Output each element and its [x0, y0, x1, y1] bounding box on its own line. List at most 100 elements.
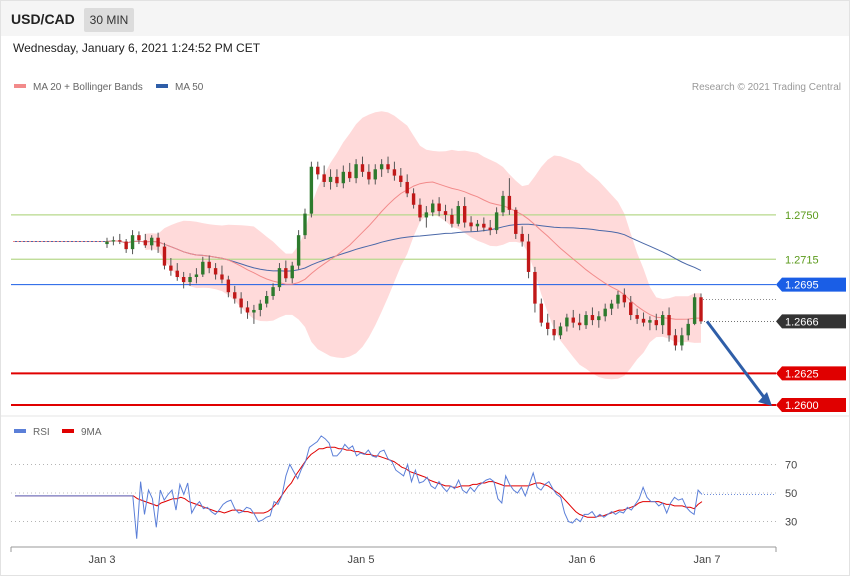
candle-body: [622, 294, 627, 303]
candle-body: [660, 315, 665, 326]
candle-body: [335, 176, 339, 184]
candle-body: [220, 274, 224, 280]
candle-body: [316, 166, 320, 175]
candle-body: [699, 297, 703, 322]
candle-body: [392, 169, 397, 176]
candle-body: [201, 261, 205, 275]
candle-body: [379, 164, 384, 170]
support-label: 1.2625: [785, 368, 819, 380]
candle-body: [264, 296, 269, 304]
candle-body: [571, 317, 575, 323]
candle-body: [501, 195, 505, 213]
pivot-tag: [776, 277, 846, 292]
forecast-arrow-head: [758, 392, 772, 406]
candle-body: [143, 240, 148, 246]
candle-body: [577, 322, 582, 326]
candle-body: [284, 268, 288, 279]
candle-body: [258, 303, 262, 310]
candle-body: [584, 315, 588, 326]
candle-body: [424, 212, 429, 218]
ma50-legend-swatch: [156, 84, 168, 88]
candle-body: [386, 164, 390, 170]
candle-body: [348, 171, 352, 179]
candle-body: [686, 323, 690, 336]
candle-body: [443, 211, 448, 215]
candle-body: [411, 193, 416, 205]
candle-body: [597, 316, 601, 321]
candle-body: [539, 303, 544, 323]
candle-body: [175, 270, 179, 278]
candle-body: [188, 277, 192, 283]
candle-body: [680, 335, 684, 346]
rsi-legend-label: RSI: [33, 427, 50, 438]
candle-body: [558, 326, 563, 336]
candle-body: [194, 274, 199, 278]
candle-body: [226, 279, 231, 293]
pivot-label: 1.2695: [785, 280, 819, 292]
candle-body: [565, 317, 569, 327]
resistance-label: 1.2750: [785, 210, 819, 222]
candle-body: [271, 287, 275, 297]
candle-body: [462, 206, 467, 223]
candle-body: [456, 206, 460, 224]
bollinger-band: [145, 111, 702, 380]
ma20-legend-label: MA 20 + Bollinger Bands: [33, 82, 143, 93]
candle-body: [207, 261, 211, 269]
rsi-tick-label: 70: [785, 459, 797, 471]
candle-body: [111, 240, 116, 242]
candle-body: [603, 308, 607, 317]
timeframe-button[interactable]: 30 MIN: [84, 8, 134, 32]
candle-body: [213, 268, 218, 275]
candle-body: [137, 235, 141, 241]
report-datetime: Wednesday, January 6, 2021 1:24:52 PM CE…: [13, 41, 261, 55]
support-label: 1.2600: [785, 400, 819, 412]
candle-body: [469, 222, 473, 227]
candle-body: [296, 235, 301, 266]
candle-body: [526, 241, 531, 272]
rsi-tick-label: 50: [785, 488, 797, 500]
candle-body: [124, 241, 128, 250]
resistance-label: 1.2715: [785, 254, 819, 266]
x-tick-label: Jan 3: [89, 554, 116, 566]
legend: MA 20 + Bollinger Bands MA 50 Research ©…: [14, 82, 841, 438]
last-price-label: 1.2666: [785, 316, 819, 328]
instrument-title: USD/CAD: [11, 11, 75, 27]
candle-body: [629, 302, 633, 316]
candle-body: [322, 174, 326, 182]
candle-body: [303, 213, 307, 236]
ma9-legend-swatch: [62, 429, 74, 433]
candle-body: [673, 335, 678, 346]
candle-body: [405, 181, 409, 194]
chart-header: USD/CAD 30 MIN: [1, 1, 849, 36]
candle-body: [367, 171, 371, 180]
candle-body: [533, 271, 537, 304]
candle-body: [181, 277, 186, 283]
candle-body: [514, 209, 518, 234]
x-tick-label: Jan 6: [569, 554, 596, 566]
candle-body: [635, 315, 639, 319]
ma20-line: [106, 181, 701, 320]
candle-body: [156, 237, 160, 247]
candle-body: [277, 268, 282, 288]
candle-body: [488, 227, 492, 231]
ma50-legend-label: MA 50: [175, 82, 204, 93]
candle-body: [667, 315, 671, 336]
research-credit: Research © 2021 Trading Central: [692, 82, 841, 93]
candle-body: [654, 320, 658, 326]
candle-body: [546, 322, 550, 329]
candle-body: [507, 195, 512, 210]
candle-body: [648, 320, 652, 323]
rsi-tick-label: 30: [785, 517, 797, 529]
candle-body: [552, 328, 556, 336]
candle-body: [520, 233, 524, 242]
support-tag: [776, 398, 846, 412]
candle-body: [437, 203, 441, 212]
forecast-arrow-shaft: [705, 320, 768, 401]
candle-body: [169, 265, 173, 271]
candle-body: [431, 203, 435, 213]
candle-body: [252, 309, 256, 313]
candle-body: [233, 292, 237, 299]
ma9-legend-label: 9MA: [81, 427, 102, 438]
candle-body: [692, 297, 697, 324]
